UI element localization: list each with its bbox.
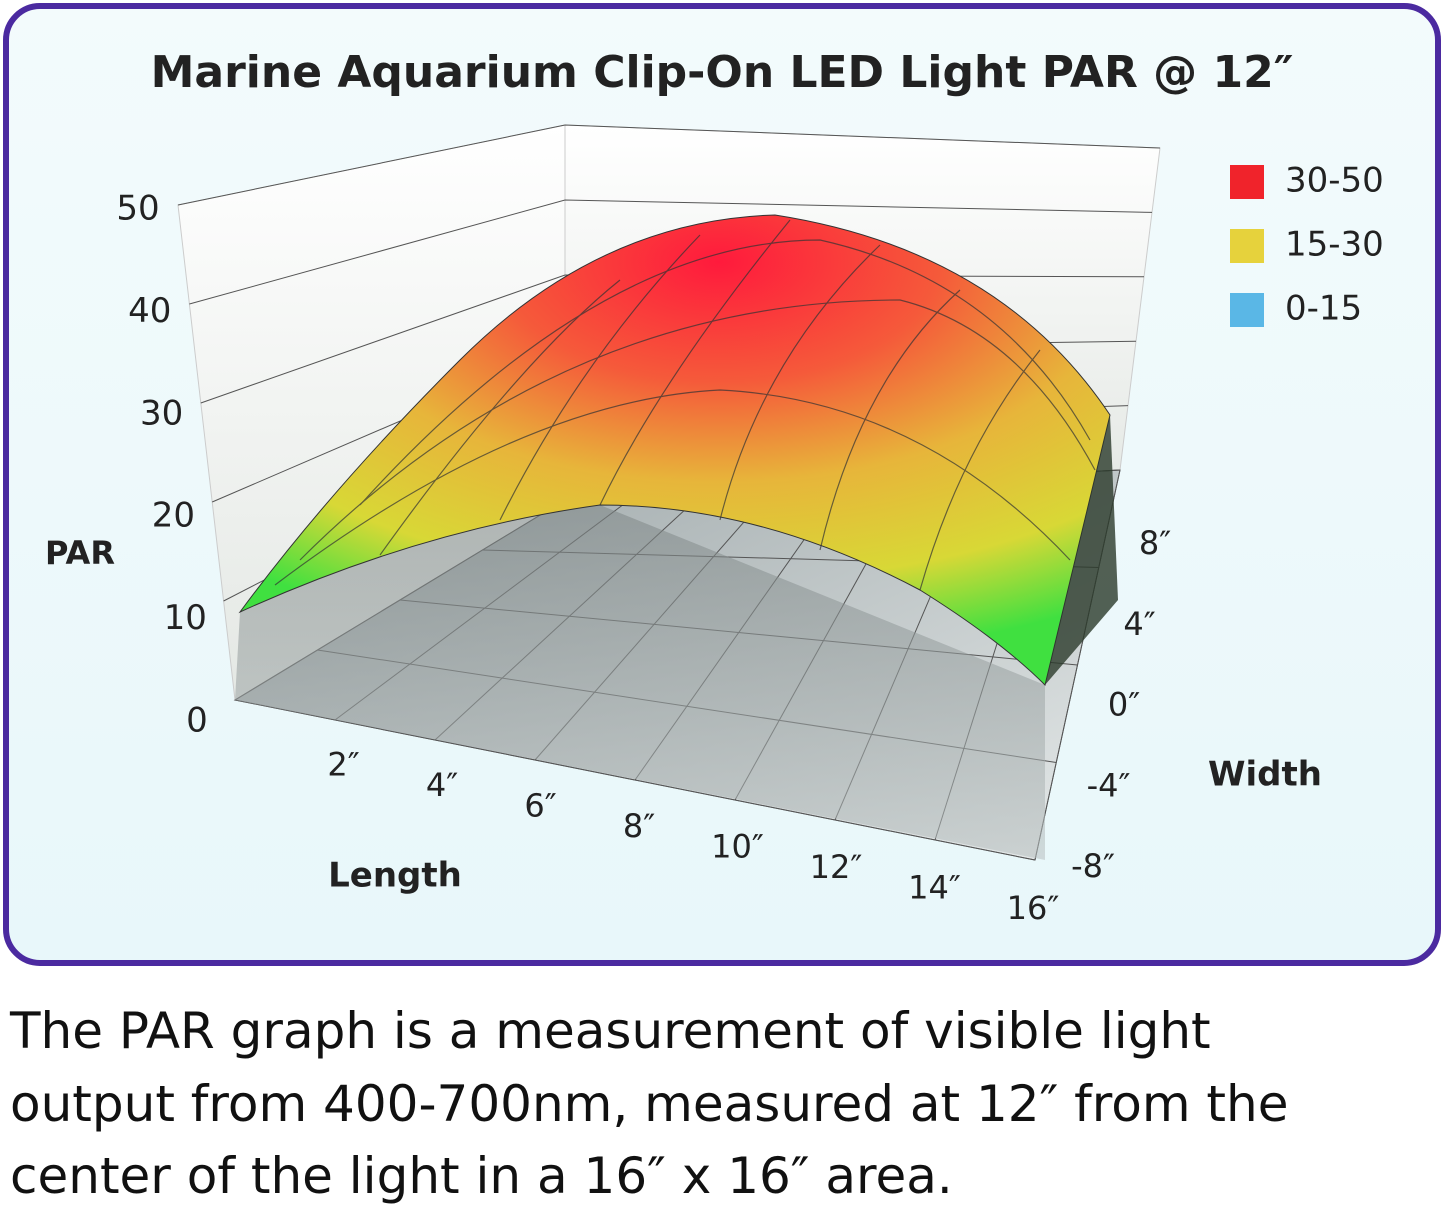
y-tick-label: 0″: [1108, 686, 1140, 724]
x-tick-label: 12″: [810, 848, 863, 886]
x-tick-label: 10″: [711, 828, 764, 866]
z-tick-label: 10: [164, 598, 207, 638]
x-tick-label: 4″: [426, 766, 458, 804]
z-axis-label: PAR: [45, 534, 115, 572]
z-tick-label: 0: [186, 701, 208, 741]
x-axis-label: Length: [328, 856, 462, 896]
caption-line: output from 400-700nm, measured at 12″ f…: [10, 1075, 1289, 1133]
legend-label: 0-15: [1285, 289, 1362, 329]
y-tick-label: 4″: [1123, 605, 1155, 643]
y-axis-label: Width: [1208, 755, 1322, 795]
legend-swatch: [1230, 293, 1264, 327]
z-tick-label: 50: [116, 189, 159, 229]
caption-line: center of the light in a 16″ x 16″ area.: [10, 1147, 953, 1205]
grid-line: [189, 199, 1153, 305]
y-tick-label: -4″: [1087, 766, 1131, 804]
legend-label: 15-30: [1285, 225, 1384, 265]
caption-line: The PAR graph is a measurement of visibl…: [10, 1002, 1211, 1060]
x-tick-label: 14″: [908, 869, 961, 907]
grid-line: [234, 699, 1036, 861]
x-tick-label: 6″: [524, 787, 556, 825]
surface-mesh: [274, 219, 1096, 591]
legend-swatch: [1230, 165, 1264, 199]
y-tick-label: -8″: [1071, 847, 1115, 885]
x-tick-label: 8″: [623, 807, 655, 845]
legend-swatch: [1230, 229, 1264, 263]
z-tick-label: 20: [152, 496, 195, 536]
surface-shadow: [235, 505, 1045, 860]
grid-line: [177, 124, 1161, 206]
legend-label: 30-50: [1285, 161, 1384, 201]
surface-end: [1045, 415, 1118, 685]
z-tick-label: 30: [140, 393, 183, 433]
y-tick-label: 8″: [1139, 524, 1171, 562]
chart-title: Marine Aquarium Clip-On LED Light PAR @ …: [151, 47, 1294, 98]
surface: [238, 214, 1111, 686]
chart: Marine Aquarium Clip-On LED Light PAR @ …: [3, 3, 1441, 966]
x-tick-label: 2″: [327, 746, 359, 784]
x-tick-label: 16″: [1007, 889, 1060, 927]
z-tick-label: 40: [128, 291, 171, 331]
